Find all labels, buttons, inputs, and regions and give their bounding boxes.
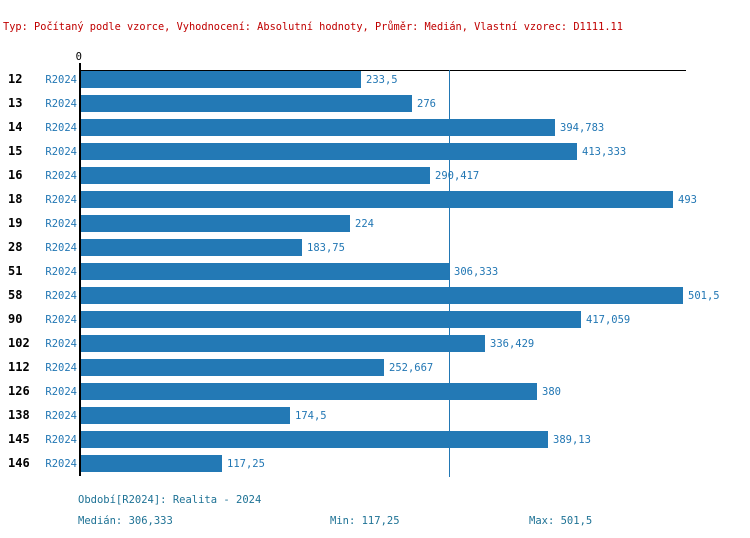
bar-row: 126 R2024 380: [0, 383, 750, 400]
bar-row: 12 R2024 233,5: [0, 71, 750, 88]
series-label: R2024: [45, 170, 77, 182]
bar[interactable]: [81, 71, 361, 88]
bar-row: 90 R2024 417,059: [0, 311, 750, 328]
bar[interactable]: [81, 95, 412, 112]
median-line: [449, 70, 450, 477]
max-stat-label: Max: 501,5: [529, 515, 593, 527]
y-axis-line: [79, 63, 81, 476]
bar[interactable]: [81, 263, 449, 280]
bar-value-label: 413,333: [582, 146, 627, 158]
bar[interactable]: [81, 335, 485, 352]
bar-value-label: 174,5: [295, 410, 327, 422]
series-label: R2024: [45, 290, 77, 302]
series-label: R2024: [45, 458, 77, 470]
median-stat-label: Medián: 306,333: [78, 515, 173, 527]
series-label: R2024: [45, 98, 77, 110]
row-id-label: 19: [8, 216, 23, 230]
bar[interactable]: [81, 167, 430, 184]
bar-value-label: 394,783: [560, 122, 605, 134]
bar-row: 51 R2024 306,333: [0, 263, 750, 280]
bar-value-label: 380: [542, 386, 561, 398]
row-id-label: 58: [8, 288, 23, 302]
series-label: R2024: [45, 74, 77, 86]
series-label: R2024: [45, 362, 77, 374]
bar-row: 18 R2024 493: [0, 191, 750, 208]
row-id-label: 13: [8, 96, 23, 110]
series-label: R2024: [45, 338, 77, 350]
row-id-label: 145: [8, 432, 30, 446]
series-label: R2024: [45, 242, 77, 254]
series-label: R2024: [45, 386, 77, 398]
bar-row: 102 R2024 336,429: [0, 335, 750, 352]
bar-value-label: 276: [417, 98, 436, 110]
bar[interactable]: [81, 383, 537, 400]
bar[interactable]: [81, 431, 548, 448]
row-id-label: 16: [8, 168, 23, 182]
bar-value-label: 306,333: [454, 266, 499, 278]
bar-value-label: 224: [355, 218, 374, 230]
bar[interactable]: [81, 311, 581, 328]
bar-value-label: 336,429: [490, 338, 535, 350]
bar[interactable]: [81, 287, 683, 304]
bar-row: 28 R2024 183,75: [0, 239, 750, 256]
axis-zero-tick-label: 0: [75, 51, 82, 63]
bar-value-label: 233,5: [366, 74, 398, 86]
row-id-label: 15: [8, 144, 23, 158]
row-id-label: 28: [8, 240, 23, 254]
series-label: R2024: [45, 314, 77, 326]
row-id-label: 146: [8, 456, 30, 470]
row-id-label: 18: [8, 192, 23, 206]
row-id-label: 14: [8, 120, 23, 134]
period-label: Období[R2024]: Realita - 2024: [78, 494, 262, 506]
bar-row: 145 R2024 389,13: [0, 431, 750, 448]
row-id-label: 138: [8, 408, 30, 422]
bar-row: 15 R2024 413,333: [0, 143, 750, 160]
row-id-label: 102: [8, 336, 30, 350]
row-id-label: 90: [8, 312, 23, 326]
series-label: R2024: [45, 266, 77, 278]
bar-row: 13 R2024 276: [0, 95, 750, 112]
series-label: R2024: [45, 194, 77, 206]
row-id-label: 112: [8, 360, 30, 374]
bar[interactable]: [81, 119, 555, 136]
row-id-label: 12: [8, 72, 23, 86]
bar-row: 146 R2024 117,25: [0, 455, 750, 472]
series-label: R2024: [45, 146, 77, 158]
bar[interactable]: [81, 359, 384, 376]
bar-value-label: 183,75: [307, 242, 345, 254]
row-id-label: 126: [8, 384, 30, 398]
bar[interactable]: [81, 455, 222, 472]
x-axis-line: [79, 70, 686, 71]
series-label: R2024: [45, 434, 77, 446]
bar-row: 138 R2024 174,5: [0, 407, 750, 424]
bar-row: 58 R2024 501,5: [0, 287, 750, 304]
bar[interactable]: [81, 143, 577, 160]
bar[interactable]: [81, 191, 673, 208]
bar[interactable]: [81, 407, 290, 424]
bar-row: 16 R2024 290,417: [0, 167, 750, 184]
bar-row: 19 R2024 224: [0, 215, 750, 232]
min-stat-label: Min: 117,25: [330, 515, 400, 527]
bar-value-label: 117,25: [227, 458, 265, 470]
bar-value-label: 290,417: [435, 170, 480, 182]
bar-value-label: 389,13: [553, 434, 591, 446]
bar-value-label: 417,059: [586, 314, 631, 326]
series-label: R2024: [45, 410, 77, 422]
chart-config-header: Typ: Počítaný podle vzorce, Vyhodnocení:…: [3, 21, 623, 33]
bar-value-label: 501,5: [688, 290, 720, 302]
row-id-label: 51: [8, 264, 23, 278]
bar-value-label: 252,667: [389, 362, 434, 374]
bar-row: 112 R2024 252,667: [0, 359, 750, 376]
series-label: R2024: [45, 218, 77, 230]
bar-value-label: 493: [678, 194, 697, 206]
bar[interactable]: [81, 215, 350, 232]
bar-row: 14 R2024 394,783: [0, 119, 750, 136]
series-label: R2024: [45, 122, 77, 134]
bar[interactable]: [81, 239, 302, 256]
